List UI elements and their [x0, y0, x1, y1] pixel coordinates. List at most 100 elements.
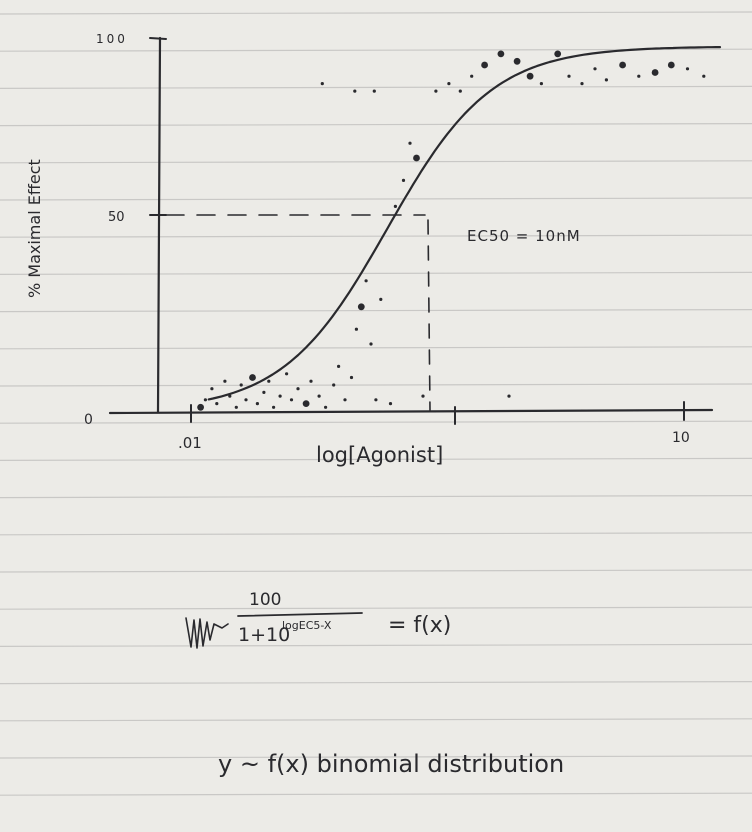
scatter-point-50 [593, 67, 597, 71]
scatter-point-43 [497, 50, 505, 58]
scatter-point-44 [513, 57, 521, 65]
scatter-point-1 [203, 398, 207, 402]
scatter-point-37 [421, 394, 425, 398]
scatter-point-58 [507, 394, 511, 398]
scatter-point-32 [388, 402, 393, 406]
scatter-point-34 [401, 178, 406, 182]
scatter-point-19 [309, 379, 313, 383]
scatter-point-31 [379, 297, 383, 301]
scatter-point-38 [434, 89, 438, 93]
scatter-point-30 [374, 398, 378, 402]
formula-rhs: = f(x) [388, 613, 451, 638]
ruled-line-12 [0, 457, 752, 461]
ruled-line-15 [0, 569, 752, 573]
scatter-point-54 [651, 69, 659, 76]
scatter-point-3 [215, 402, 219, 406]
scatter-point-47 [554, 50, 562, 58]
y-axis-top-cap [149, 37, 167, 40]
scatter-point-9 [249, 374, 256, 381]
scatter-point-13 [272, 405, 276, 409]
scatter-point-52 [619, 61, 626, 69]
scatter-point-39 [447, 82, 451, 86]
ruled-line-13 [0, 495, 752, 499]
scatter-point-11 [262, 390, 266, 394]
scatter-point-33 [393, 204, 397, 208]
scatter-point-60 [353, 89, 357, 93]
ruled-line-10 [0, 383, 752, 387]
ec50-annotation: EC50 = 10nM [467, 227, 581, 245]
scatter-point-46 [539, 82, 544, 86]
scatter-point-18 [302, 400, 310, 407]
scatter-point-42 [481, 61, 488, 69]
ruled-line-20 [0, 755, 752, 759]
ruled-line-19 [0, 718, 752, 722]
scatter-point-27 [357, 303, 365, 311]
sigmoid-curve [207, 46, 722, 401]
scatter-point-22 [332, 383, 336, 387]
scatter-point-55 [667, 61, 675, 69]
ruled-line-8 [0, 309, 752, 313]
scatter-point-25 [349, 375, 354, 380]
scatter-point-14 [278, 394, 282, 398]
scatter-point-7 [239, 383, 243, 387]
x-tick-label-10: 10 [672, 430, 690, 446]
scatter-point-35 [408, 141, 412, 145]
scatter-point-36 [413, 154, 420, 162]
x-axis-label: log[Agonist] [316, 443, 443, 467]
formula-denominator-base: 1+10 [238, 624, 290, 646]
scatter-point-15 [285, 372, 289, 376]
scatter-point-49 [580, 82, 584, 86]
x-tick-label-0.01: .01 [178, 434, 202, 452]
scatter-point-21 [324, 405, 328, 409]
scatter-point-8 [244, 398, 248, 402]
scribble-mark [185, 617, 229, 649]
scatter-points [197, 50, 706, 411]
y-tick-label-50: 50 [108, 210, 125, 225]
scatter-point-6 [234, 405, 238, 409]
scatter-point-0 [197, 403, 205, 411]
ruled-line-3 [0, 123, 752, 127]
scatter-point-16 [289, 398, 294, 402]
ruled-line-17 [0, 643, 752, 648]
ruled-line-2 [0, 85, 752, 89]
scatter-point-12 [267, 379, 271, 383]
scatter-point-24 [343, 398, 347, 402]
scatter-point-2 [210, 387, 214, 391]
dose-response-chart: 100 50 0 .01 10 % Maximal Effect log[Ago… [25, 32, 722, 467]
formula: 100 1+10 logEC5-X = f(x) [185, 590, 451, 649]
scatter-point-41 [470, 74, 474, 78]
y-tick-label-0: 0 [84, 412, 93, 428]
scatter-point-57 [702, 74, 706, 78]
ruled-line-6 [0, 234, 752, 238]
scatter-point-48 [567, 74, 571, 78]
scatter-point-20 [317, 394, 321, 398]
x-axis [108, 408, 714, 415]
scatter-point-23 [337, 364, 341, 368]
ruled-line-18 [0, 680, 752, 685]
scatter-point-51 [604, 78, 609, 82]
scatter-point-53 [637, 74, 641, 78]
scatter-point-28 [364, 279, 368, 283]
ruled-line-16 [0, 606, 752, 610]
scatter-point-4 [223, 379, 227, 383]
ruled-line-7 [0, 271, 752, 275]
scatter-point-17 [296, 387, 300, 391]
y-axis-label: % Maximal Effect [25, 159, 44, 298]
distribution-note: y ~ f(x) binomial distribution [218, 750, 564, 778]
ruled-line-5 [0, 197, 752, 201]
scatter-point-45 [526, 72, 534, 80]
ruled-line-0 [0, 11, 752, 15]
ruled-line-21 [0, 792, 752, 796]
notebook-ruled-lines [0, 11, 752, 796]
y-axis [156, 36, 162, 414]
scatter-point-61 [372, 89, 376, 93]
scatter-point-59 [320, 82, 324, 86]
scatter-point-56 [685, 67, 690, 71]
ec50-vertical-guide [427, 219, 431, 411]
formula-numerator: 100 [249, 590, 281, 610]
formula-exponent: logEC5-X [282, 619, 332, 632]
ruled-line-14 [0, 532, 752, 536]
scatter-point-26 [354, 327, 358, 331]
ruled-line-4 [0, 160, 752, 164]
